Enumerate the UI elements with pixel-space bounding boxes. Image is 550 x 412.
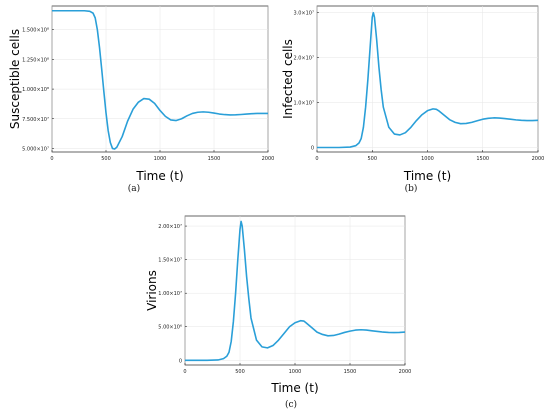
x-tick-label: 1500: [208, 156, 221, 162]
x-tick-label: 500: [367, 156, 377, 162]
y-tick-label: 1.0×10⁷: [293, 101, 314, 107]
chart-panel-c: 0 500 1000 1500 2000 0 5.00×10⁶ 1.00×10⁷ 1.50×10…: [145, 215, 412, 410]
y-tick-label: 1.000×10⁸: [22, 87, 49, 93]
y-tick-label: 2.00×10⁷: [158, 224, 182, 230]
y-tick-label: 1.50×10⁷: [158, 258, 182, 264]
y-axis-title: Infected cells: [281, 39, 295, 119]
y-tick-label: 5.000×10⁷: [22, 146, 49, 152]
y-tick-label: 5.00×10⁶: [158, 325, 182, 331]
panel-caption: (a): [128, 183, 140, 194]
chart-panel-a: 0 500 1000 1500 2000 5.000×10⁷ 7.500×10⁷ 1.000×…: [8, 5, 275, 194]
x-tick-label: 1000: [289, 369, 302, 375]
x-axis-title: Time (t): [135, 169, 183, 183]
y-axis-title: Virions: [145, 270, 159, 311]
x-tick-label: 2000: [532, 156, 545, 162]
x-tick-label: 0: [315, 156, 318, 162]
x-tick-label: 0: [50, 156, 53, 162]
x-axis-title: Time (t): [403, 169, 451, 183]
y-axis-title: Susceptible cells: [8, 29, 22, 129]
x-tick-label: 2000: [262, 156, 275, 162]
series-line: [52, 9, 268, 150]
series-line: [185, 220, 406, 362]
y-tick-label: 1.250×10⁸: [22, 57, 49, 63]
y-tick-label: 2.0×10⁷: [293, 56, 314, 62]
y-tick-label: 0: [179, 358, 182, 364]
panel-caption: (b): [405, 183, 418, 194]
x-tick-label: 2000: [399, 369, 412, 375]
y-tick-label: 0: [311, 146, 314, 152]
y-tick-label: 1.500×10⁸: [22, 28, 49, 34]
series-line: [317, 11, 539, 149]
x-tick-label: 500: [235, 369, 245, 375]
x-tick-label: 1000: [421, 156, 434, 162]
y-tick-label: 1.00×10⁷: [158, 291, 182, 297]
panel-caption: (c): [285, 399, 297, 410]
x-tick-label: 1500: [344, 369, 357, 375]
x-tick-label: 0: [183, 369, 186, 375]
x-tick-label: 1000: [154, 156, 167, 162]
x-tick-label: 500: [101, 156, 111, 162]
chart-panel-b: 0 500 1000 1500 2000 0 1.0×10⁷ 2.0×10⁷ 3.0×10⁷ Ti…: [281, 5, 545, 194]
x-tick-label: 1500: [476, 156, 489, 162]
y-tick-label: 7.500×10⁷: [22, 117, 49, 123]
x-axis-title: Time (t): [270, 381, 318, 395]
y-tick-label: 3.0×10⁷: [293, 11, 314, 17]
